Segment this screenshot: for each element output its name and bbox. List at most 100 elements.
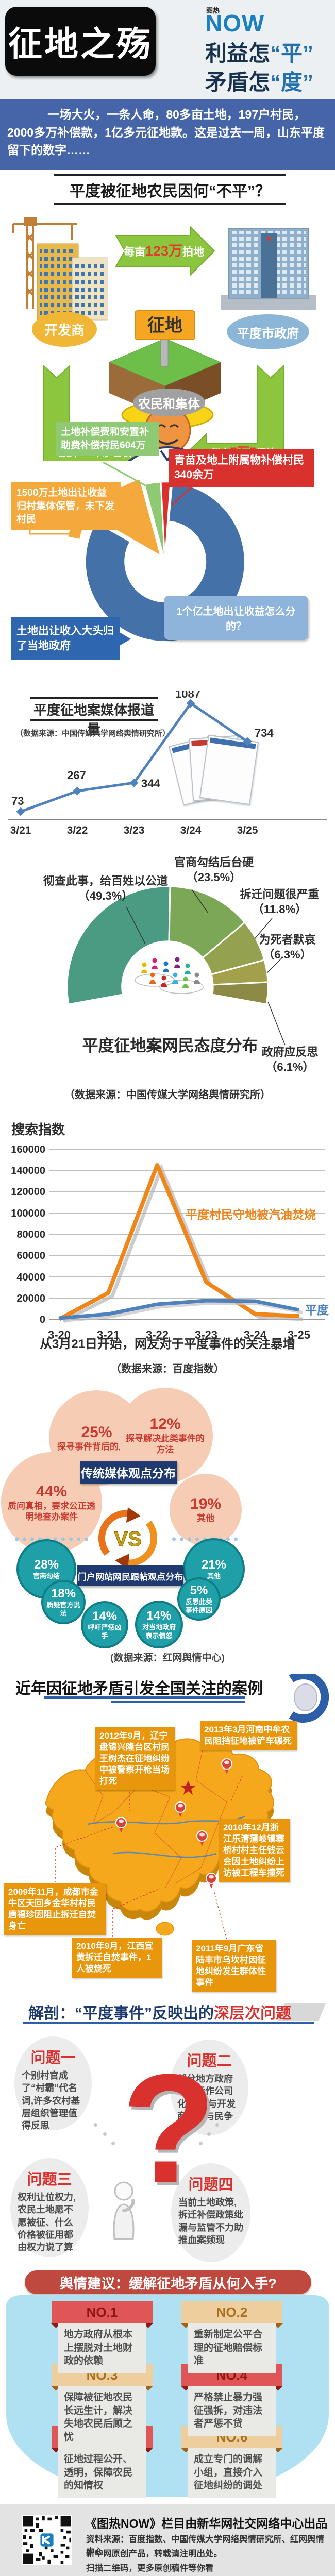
- xtick-324: 3-24: [244, 1328, 267, 1341]
- map-case-liaoning: 2012年9月，辽宁盘锦兴隆台区村民王树杰在征地纠纷中被警察开枪当场打死: [95, 1727, 175, 1791]
- problem-2-name: 问题二: [187, 2053, 232, 2069]
- value-73: 73: [11, 795, 24, 807]
- problem-4-name: 问题四: [188, 2177, 233, 2193]
- deco-dot: [215, 2123, 219, 2127]
- connector-red: [171, 482, 197, 506]
- analysis-title: 解剖：“平度事件”反映出的深层次问题: [28, 2000, 291, 2023]
- vs-label: VS: [114, 1528, 141, 1551]
- map-pin-icon: [221, 1758, 232, 1774]
- footer-line2: 资料来源：百度指数、中国传媒大学网络舆情研究所、红网舆情中心: [86, 2535, 324, 2556]
- map-pin-icon: [175, 1801, 186, 1817]
- suggestion-card-3: NO.3 保障被征地农民长远生计，解决失地农民后顾之忧: [51, 2364, 153, 2449]
- donut-label-1-text: 彻查此事，给百姓以公道: [43, 874, 168, 887]
- portal-14a-label: 呼吁严惩凶手: [88, 1623, 122, 1640]
- xtick-321: 3-21: [97, 1328, 120, 1341]
- map-case-zhejiang: 2010年12月浙江乐清蒲岐镇寨桥村村主任钱云会因土地纠纷上访被工程车撞死: [219, 1819, 290, 1882]
- auction-arrow-label: 每亩123万拍地: [124, 243, 204, 259]
- brand-small-label: 图热: [206, 7, 220, 14]
- problem-3-name: 问题三: [27, 2171, 72, 2188]
- donut-label-5-text: 政府应反思: [261, 1046, 319, 1058]
- portal-14a-pct: 14%: [92, 1609, 118, 1623]
- trad-19-label: 其他: [197, 1513, 214, 1524]
- problem-2-circle: 问题二 部分地方政府权力运作公司化,不惜与开发商勾结与民争利: [170, 2040, 248, 2135]
- x-tick-labels: 3-20 3-21 3-22 3-23 3-24 3-25: [48, 1328, 310, 1341]
- card-4-text: 严格禁止暴力强征强拆，对违法者严惩不贷: [188, 2386, 276, 2436]
- footer-line4: 扫描二维码，更多原创稿件等你看: [86, 2564, 214, 2573]
- portal-circle-5: 5% 反思此类事件原因: [177, 1577, 221, 1621]
- orange-line-shadow: [62, 1163, 304, 1323]
- card-1-text: 地方政府从根本上摆脱对土地财政的依赖: [58, 2323, 146, 2373]
- donut-label-5-pct: （6.1%）: [265, 1060, 314, 1073]
- map-case-jiangxi: 2010年9月，江西宜黄拆迁自焚事件，1人被烧死: [72, 1938, 162, 1978]
- land-sign-label: 征地: [147, 316, 182, 335]
- problem-4-text: 当前土地政策,拆迁补偿政策纰漏与监管不力助推血案频现: [178, 2197, 243, 2245]
- pie-label-orange: 1500万土地出让收益归村集体保管，未下发村民: [11, 482, 121, 530]
- intro-banner: 一场大火，一条人命，80多亩土地，197户村民，2000多万补偿款，1亿多元征地…: [0, 99, 335, 170]
- search-index-chart: 160000 140000 120000 100000 80000 60000 …: [11, 1144, 329, 1341]
- date-324: 3/24: [180, 824, 202, 836]
- suggestion-card-4: NO.4 严格禁止暴力强征强拆，对违法者严惩不贷: [181, 2364, 283, 2436]
- map-pin-icon: [196, 1830, 208, 1846]
- problem-2-text: 部分地方政府权力运作公司化,不惜与开发商勾结与民争利: [177, 2074, 236, 2134]
- question-mark-icon: ?: [122, 2042, 216, 2215]
- donut-label-1: 彻查此事，给百姓以公道 （49.3%）: [31, 874, 180, 903]
- orange-series-label: 平度村民守地被汽油焚烧: [186, 1208, 316, 1221]
- problem-4-circle: 问题四 当前土地政策,拆迁补偿政策纰漏与监管不力助推血案频现: [171, 2163, 250, 2262]
- footer: 《图热NOW》栏目由新华网社交网络中心出品 资料来源：百度指数、中国传媒大学网络…: [0, 2504, 335, 2576]
- trad-19-pct: 19%: [190, 1495, 222, 1513]
- card-2-text: 重新制定公平合理的征地赔偿标准: [188, 2323, 276, 2373]
- map-case-henan: 2013年3月河南中牟农民阻挡征地被铲车碾死: [200, 1721, 297, 1750]
- donut-slice-2: [168, 885, 246, 959]
- ytick-80000: 80000: [16, 1229, 45, 1240]
- section1-title: 平度被征地农民因何“不平”？: [70, 183, 271, 200]
- problem-1-text: 个别村官成了“村霸”代名词,许多农村基层组织管理值得反思: [22, 2070, 80, 2131]
- card-1-number: NO.1: [52, 2301, 153, 2323]
- headline2-black: 矛盾怎: [205, 70, 271, 94]
- crane-icon: [12, 217, 77, 309]
- donut-label-2-text: 官商勾结后台硬: [174, 856, 254, 869]
- suggestions-section: 舆情建议：缓解征地矛盾从何入手? NO.1 地方政府从根本上摆脱对土地财政的依赖…: [0, 2267, 335, 2504]
- ytick-40000: 40000: [16, 1272, 45, 1283]
- search-ylabel: 搜索指数: [11, 1122, 65, 1137]
- ytick-0: 0: [40, 1314, 45, 1325]
- vs-opinions-section: 25% 探寻事件背后的原因 12% 探寻解决此类事件的方法 44% 质问真相，要…: [0, 1386, 335, 1670]
- trad-12-label: 探寻解决此类事件的方法: [126, 1434, 205, 1455]
- case-connectors: [55, 1776, 243, 1940]
- headline-line2: 矛盾怎“度”: [205, 65, 313, 96]
- deco-dot: [207, 2132, 211, 2136]
- attitude-donut-section: 彻查此事，给百姓以公道 （49.3%） 官商勾结后台硬 （23.5%） 拆迁问题很严…: [0, 855, 335, 1113]
- ytick-120000: 120000: [11, 1186, 45, 1198]
- pie-label-blue: 土地出让收入大头归了当地政府: [11, 617, 131, 660]
- connector-green: [103, 461, 155, 492]
- donut-label-1-pct: （49.3%）: [78, 889, 133, 902]
- map-cases-section: 近年因征地矛盾引发全国关注的案例: [0, 1670, 335, 1994]
- arrow-top-suf: 拍地: [182, 246, 204, 258]
- hainan-island: [156, 1922, 174, 1936]
- section-why-unfair: 平度被征地农民因何“不平”？: [0, 170, 335, 691]
- value-344: 344: [141, 777, 160, 790]
- media-title-rule-top: [30, 697, 158, 699]
- analysis-section: 解剖：“平度事件”反映出的深层次问题 问题一 个别村官成了“村霸”代名词,许多农…: [0, 1994, 335, 2267]
- deco-dot: [199, 2142, 203, 2145]
- beijing-star: [180, 1780, 196, 1795]
- suggestion-card-1: NO.1 地方政府从根本上摆脱对土地财政的依赖: [51, 2301, 153, 2373]
- date-322: 3/22: [67, 824, 88, 836]
- developer-buildings-icon: [37, 243, 108, 321]
- attitude-title: 平度征地案网民态度分布: [82, 1037, 258, 1055]
- developer-label: 开发商: [32, 312, 97, 347]
- trad-circle-19: 19% 其他: [170, 1474, 242, 1546]
- card-5-text: 征地过程公开、透明，保障农民的知情权: [58, 2448, 146, 2498]
- deco-dot: [103, 2132, 107, 2136]
- date-325: 3/25: [237, 824, 258, 836]
- vs-source: (数据来源：红网舆情中心): [110, 1653, 225, 1663]
- thinker-figure-icon: [113, 2181, 135, 2240]
- portal-14b-label: 对当地政府表示愤怒: [142, 1623, 176, 1640]
- portal-28-label: 官商勾结: [32, 1572, 60, 1580]
- donut-label-3-text: 拆迁问题很严重: [240, 888, 320, 901]
- donut-label-4-pct: （6.3%）: [263, 948, 312, 961]
- blue-line-shadow: [62, 1301, 303, 1322]
- portal-28-pct: 28%: [34, 1557, 59, 1572]
- donut-label-5: 政府应反思 （6.1%）: [247, 1045, 332, 1074]
- media-chart-title: 平度征地案媒体报道量: [33, 702, 154, 737]
- portal-18-label: 质疑官方说法: [46, 1601, 80, 1617]
